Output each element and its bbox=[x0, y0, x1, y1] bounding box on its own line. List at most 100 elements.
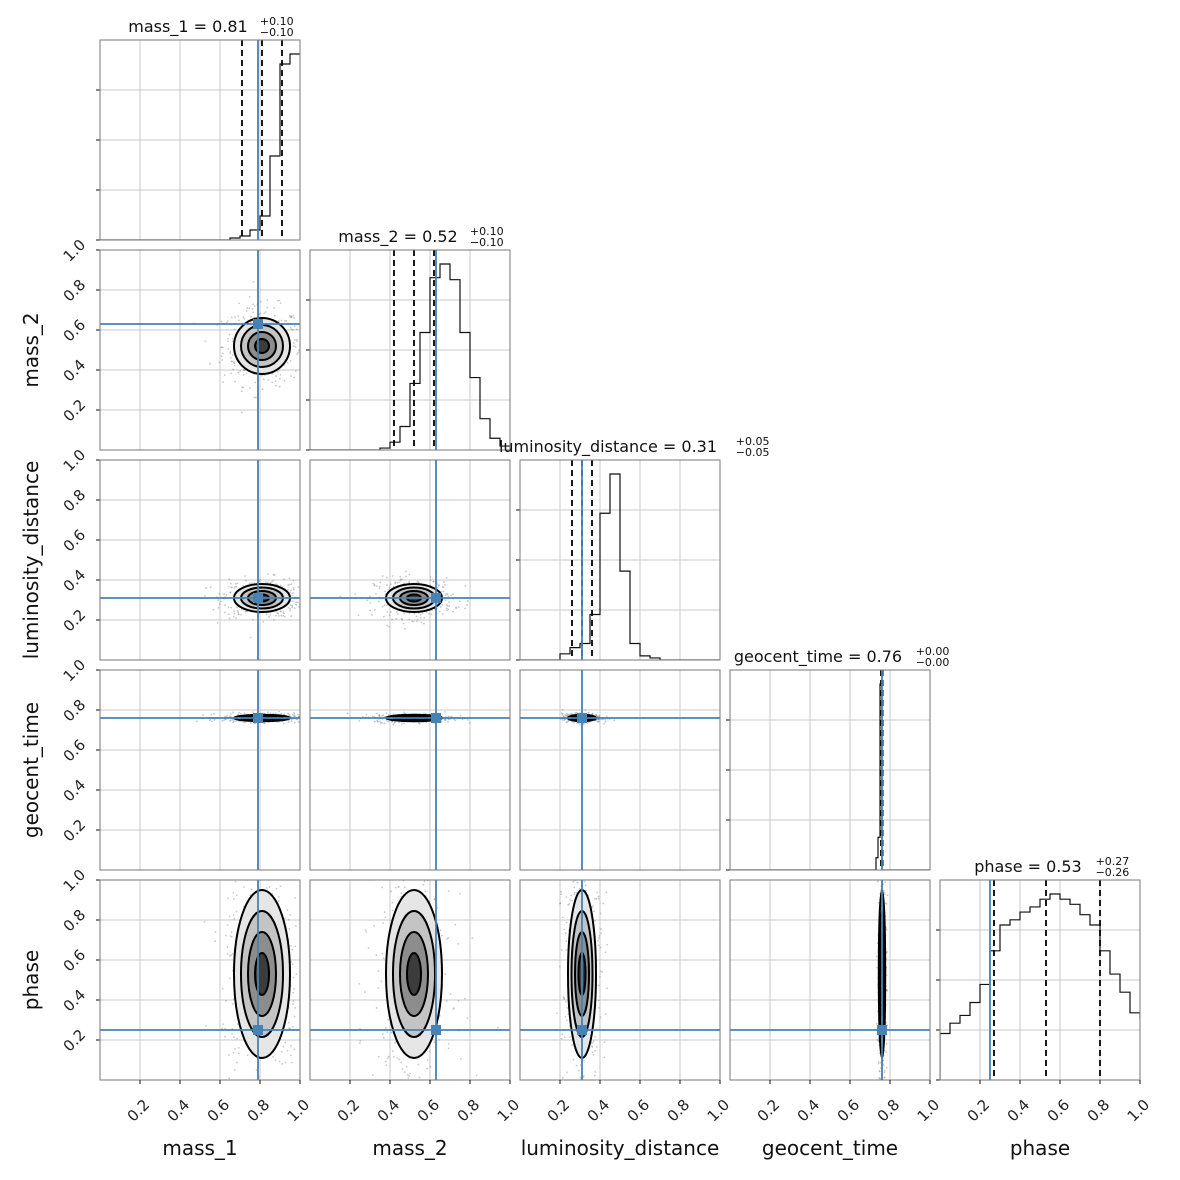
sample-point bbox=[885, 1042, 888, 1045]
sample-point bbox=[278, 860, 280, 862]
sample-point bbox=[408, 1075, 411, 1077]
sample-point bbox=[565, 720, 568, 723]
sample-point bbox=[346, 712, 349, 715]
sample-point bbox=[293, 1082, 295, 1084]
sample-point bbox=[390, 890, 392, 893]
sample-point bbox=[578, 887, 581, 890]
sample-point bbox=[574, 712, 577, 715]
sample-point bbox=[237, 611, 240, 614]
sample-point bbox=[588, 843, 590, 845]
sample-point bbox=[264, 311, 267, 313]
sample-point bbox=[290, 720, 293, 722]
sample-point bbox=[277, 612, 279, 615]
sample-point bbox=[365, 713, 368, 716]
sample-point bbox=[406, 1074, 409, 1076]
sample-point bbox=[237, 371, 240, 374]
sample-point bbox=[441, 586, 444, 588]
sample-point bbox=[302, 715, 304, 717]
sample-point bbox=[276, 371, 279, 373]
panel-frame bbox=[519, 669, 721, 871]
sample-point bbox=[269, 712, 272, 715]
sample-point bbox=[567, 713, 570, 716]
sample-point bbox=[293, 1048, 296, 1051]
truth-marker bbox=[253, 713, 263, 723]
sample-point bbox=[601, 718, 604, 721]
sample-point bbox=[404, 627, 406, 630]
sample-point bbox=[558, 902, 561, 905]
sample-point bbox=[414, 863, 416, 865]
sample-point bbox=[253, 396, 256, 399]
sample-point bbox=[221, 352, 224, 355]
sample-point bbox=[253, 821, 255, 823]
sample-point bbox=[565, 940, 568, 943]
sample-point bbox=[420, 621, 423, 624]
sample-point bbox=[587, 711, 590, 714]
sample-point bbox=[369, 609, 372, 612]
sample-point bbox=[290, 315, 293, 318]
sample-point bbox=[234, 316, 237, 318]
sample-point bbox=[573, 1087, 575, 1089]
sample-point bbox=[237, 613, 240, 615]
truth-marker bbox=[253, 593, 263, 603]
sample-point bbox=[597, 984, 600, 987]
sample-point bbox=[565, 1000, 567, 1003]
sample-point bbox=[583, 1082, 585, 1084]
sample-point bbox=[277, 900, 280, 902]
x-tick-label: 0.2 bbox=[964, 1096, 994, 1126]
sample-point bbox=[418, 1076, 421, 1079]
sample-point bbox=[570, 899, 573, 902]
sample-point bbox=[455, 607, 457, 610]
sample-point bbox=[471, 937, 474, 940]
sample-point bbox=[287, 719, 290, 722]
sample-point bbox=[583, 812, 585, 814]
sample-point bbox=[258, 580, 261, 582]
sample-point bbox=[459, 892, 461, 895]
sample-point bbox=[293, 1015, 296, 1018]
sample-point bbox=[235, 1111, 237, 1113]
sample-point bbox=[443, 581, 445, 583]
sample-point bbox=[381, 575, 384, 577]
sample-point bbox=[244, 369, 246, 372]
sample-point bbox=[209, 586, 212, 589]
sample-point bbox=[238, 711, 241, 714]
sample-point bbox=[305, 1012, 307, 1014]
sample-point bbox=[444, 594, 447, 597]
sample-point bbox=[221, 346, 223, 349]
sample-point bbox=[232, 1051, 235, 1054]
sample-point bbox=[371, 614, 373, 616]
sample-point bbox=[315, 351, 317, 353]
sample-point bbox=[587, 848, 589, 850]
sample-point bbox=[564, 932, 567, 935]
x-tick-label: 0.8 bbox=[664, 1096, 694, 1126]
sample-point bbox=[447, 608, 450, 611]
sample-point bbox=[433, 898, 436, 901]
sample-point bbox=[287, 584, 290, 586]
sample-point bbox=[569, 713, 572, 715]
sample-point bbox=[592, 1054, 595, 1056]
sample-point bbox=[466, 604, 469, 607]
sample-point bbox=[575, 711, 577, 714]
sample-point bbox=[229, 719, 232, 722]
sample-point bbox=[407, 878, 409, 880]
panel-frame bbox=[309, 669, 511, 871]
sample-point bbox=[248, 296, 251, 298]
sample-point bbox=[565, 714, 567, 717]
sample-point bbox=[304, 718, 306, 720]
contour-line bbox=[247, 931, 277, 1017]
sample-point bbox=[375, 712, 378, 715]
sample-point bbox=[445, 576, 448, 579]
sample-point bbox=[243, 369, 245, 371]
sample-point bbox=[276, 612, 279, 614]
sample-point bbox=[287, 588, 289, 591]
panel-title-geocent_time: geocent_time = 0.76 +0.00 bbox=[734, 645, 950, 667]
sample-point bbox=[396, 613, 399, 615]
sample-point bbox=[575, 1064, 578, 1067]
sample-point bbox=[600, 970, 602, 973]
contour-line bbox=[233, 317, 291, 375]
sample-point bbox=[379, 720, 381, 723]
sample-point bbox=[231, 1032, 233, 1035]
sample-point bbox=[401, 578, 404, 581]
sample-point bbox=[287, 712, 289, 715]
sample-point bbox=[275, 611, 278, 613]
sample-point bbox=[463, 997, 466, 1000]
